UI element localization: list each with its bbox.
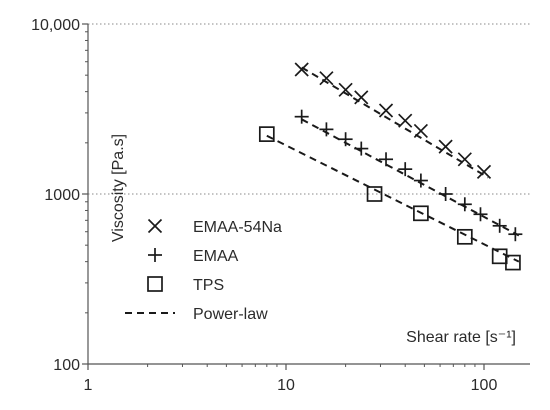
marker-stroke	[476, 164, 492, 179]
data-markers	[258, 62, 523, 271]
marker-stroke	[338, 82, 353, 97]
marker-stroke	[413, 123, 428, 139]
emaa-point	[294, 109, 309, 124]
marker-stroke	[438, 139, 453, 154]
emaa-54na-point	[457, 152, 472, 167]
emaa-point	[338, 132, 353, 147]
emaa-54na-point	[413, 123, 428, 139]
tps-point	[258, 126, 275, 142]
tps-point	[366, 186, 383, 202]
legend-item-power-law: Power-law	[125, 306, 268, 323]
legend-item-emaa: EMAA	[148, 248, 239, 265]
legend-label: TPS	[193, 277, 224, 294]
marker-stroke	[457, 152, 472, 167]
axes: 100 1000 10,000 1 10 100	[31, 17, 530, 394]
emaa-54na-point	[476, 164, 492, 179]
emaa-54na-point	[354, 90, 369, 105]
emaa-54na-point	[438, 139, 453, 154]
y-tick-label: 1000	[44, 187, 80, 204]
emaa-54na-point	[378, 103, 394, 118]
tps-point	[505, 254, 521, 271]
emaa-point	[492, 218, 507, 233]
tps-point	[413, 205, 429, 222]
marker-stroke	[354, 90, 369, 105]
emaa-point	[319, 122, 334, 137]
emaa-point	[438, 187, 453, 201]
x-axis-title: Shear rate [s⁻¹]	[406, 329, 516, 346]
legend-item-emaa-54na: EMAA-54Na	[147, 218, 282, 236]
emaa-point	[457, 197, 472, 212]
emaa-54na-point	[338, 82, 353, 97]
emaa-point	[354, 141, 369, 156]
x-tick-label: 10	[277, 377, 295, 394]
x-tick-label: 100	[471, 377, 498, 394]
marker-stroke	[147, 218, 163, 234]
tps-point	[491, 248, 508, 265]
emaa-point	[413, 173, 428, 188]
marker-stroke	[378, 103, 394, 118]
y-axis-title: Viscosity [Pa.s]	[110, 134, 127, 242]
emaa-54na-point	[398, 113, 413, 128]
legend-label: Power-law	[193, 306, 268, 323]
power-law-line-2	[301, 118, 520, 237]
legend-item-tps: TPS	[147, 276, 224, 294]
fit-lines	[266, 66, 520, 263]
tps-point	[456, 228, 473, 245]
y-tick-label: 10,000	[31, 17, 80, 34]
marker-stroke	[398, 113, 413, 128]
legend-label: EMAA-54Na	[193, 219, 282, 236]
emaa-54na-point	[319, 71, 334, 86]
power-law-line-3	[266, 134, 520, 263]
emaa-point	[398, 162, 413, 177]
legend: EMAA-54Na EMAA TPS Power-law	[125, 218, 282, 323]
x-tick-label: 1	[84, 377, 93, 394]
legend-label: EMAA	[193, 248, 239, 265]
emaa-point	[379, 152, 394, 167]
legend-swatch	[148, 248, 162, 262]
gridlines	[88, 23, 530, 195]
power-law-line-1	[301, 66, 489, 179]
emaa-54na-point	[294, 62, 309, 77]
legend-swatch	[147, 218, 163, 234]
marker-stroke	[294, 62, 309, 77]
emaa-point	[508, 227, 523, 242]
marker-stroke	[319, 71, 334, 86]
legend-swatch	[147, 276, 163, 292]
y-tick-label: 100	[53, 357, 80, 374]
emaa-point	[473, 207, 488, 222]
